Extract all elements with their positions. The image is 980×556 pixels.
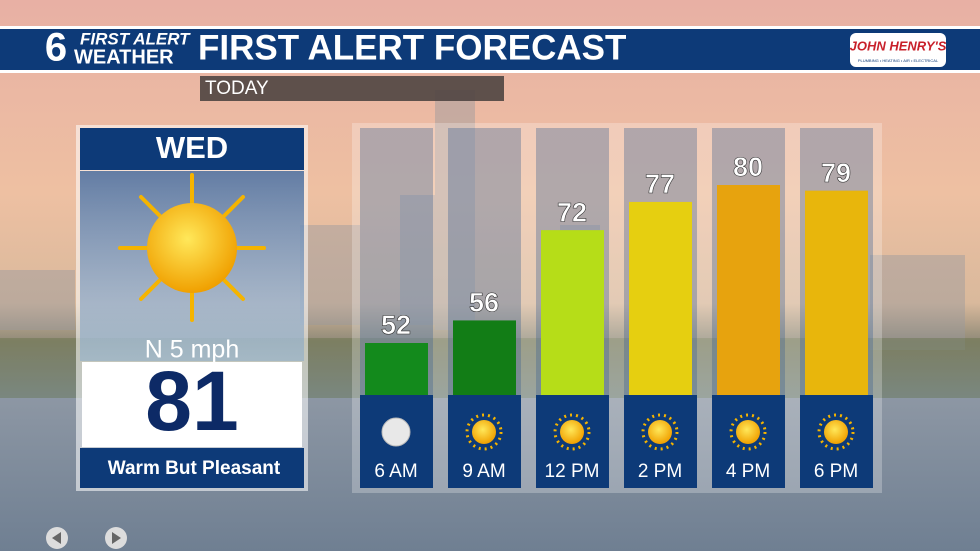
high-temp: 81 <box>145 354 238 448</box>
description: Warm But Pleasant <box>108 458 281 479</box>
chart-frame <box>352 123 882 493</box>
x-tick-label: 9 AM <box>462 461 505 482</box>
bar <box>453 320 516 395</box>
value-label: 80 <box>733 152 763 182</box>
description-box <box>80 448 304 488</box>
nav[interactable] <box>46 527 127 549</box>
sun-icon-rays <box>641 413 679 451</box>
x-tick-label: 4 PM <box>726 461 770 482</box>
next-arrow <box>112 532 121 544</box>
sun-icon-rays <box>729 413 767 451</box>
x-tick-label: 2 PM <box>638 461 682 482</box>
prev-arrow <box>52 532 61 544</box>
bar <box>541 230 604 395</box>
brand-line: WEATHER <box>74 46 174 68</box>
x-tick-label: 6 AM <box>374 461 417 482</box>
value-label: 56 <box>469 288 499 318</box>
day-header <box>80 128 304 170</box>
sun-icon <box>648 420 672 444</box>
brand-line: FIRST ALERT <box>80 29 191 48</box>
sun-icon <box>824 420 848 444</box>
sponsor-logo <box>850 33 946 67</box>
day-name: WED <box>156 130 228 165</box>
x-tick-label: 6 PM <box>814 461 858 482</box>
bar <box>629 201 692 395</box>
sun-icon-rays <box>465 413 503 451</box>
value-label: 52 <box>381 310 411 340</box>
bar <box>805 190 868 395</box>
bar <box>717 185 780 395</box>
sun-icon <box>147 203 237 293</box>
sponsor-name: JOHN HENRY'S <box>850 38 947 53</box>
header-bar <box>0 29 980 70</box>
moon-icon <box>381 417 411 447</box>
value-label: 79 <box>821 158 851 188</box>
wind: N 5 mph <box>145 336 239 364</box>
bar <box>365 343 428 395</box>
skyline <box>0 90 965 350</box>
value-label: 77 <box>645 169 675 199</box>
header-title: FIRST ALERT FORECAST <box>198 28 626 67</box>
x-tick-label: 12 PM <box>545 461 600 482</box>
sun-icon <box>736 420 760 444</box>
period-label: TODAY <box>205 78 269 99</box>
sun-icon-rays <box>553 413 591 451</box>
value-label: 72 <box>557 197 587 227</box>
period-box <box>200 76 504 101</box>
high-box <box>82 362 302 447</box>
sponsor-tagline: PLUMBING • HEATING • AIR • ELECTRICAL <box>858 58 939 63</box>
sun-icon <box>560 420 584 444</box>
brand-number: 6 <box>45 26 67 70</box>
sun-icon-rays <box>817 413 855 451</box>
sun-icon <box>472 420 496 444</box>
